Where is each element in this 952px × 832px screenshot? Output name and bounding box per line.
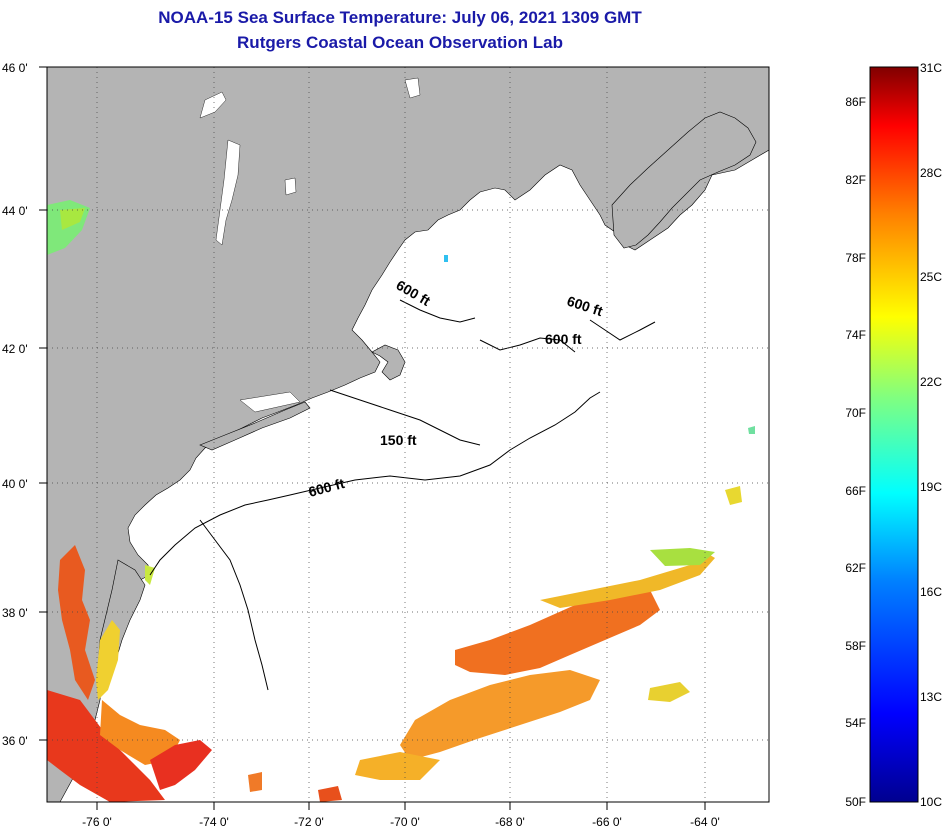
land-long-island — [199, 401, 311, 451]
svg-text:70F: 70F — [845, 406, 866, 420]
svg-text:66F: 66F — [845, 484, 866, 498]
lon-label-64: -64 0' — [690, 815, 720, 829]
colorbar-f-labels: 86F 82F 78F 74F 70F 66F 62F 58F 54F 50F — [845, 95, 866, 809]
lat-ticks — [39, 66, 706, 810]
lat-label-40: 40 0' — [2, 477, 28, 491]
bathymetry-contours — [149, 299, 656, 691]
lon-label-68: -68 0' — [495, 815, 525, 829]
colorbar — [869, 66, 919, 803]
inland-lakes — [199, 77, 421, 413]
lon-label-76: -76 0' — [82, 815, 112, 829]
svg-text:19C: 19C — [920, 480, 942, 494]
lon-label-70: -70 0' — [390, 815, 420, 829]
sst-data — [47, 200, 755, 802]
svg-text:50F: 50F — [845, 795, 866, 809]
lat-label-44: 44 0' — [2, 204, 28, 218]
svg-text:62F: 62F — [845, 561, 866, 575]
map-title: NOAA-15 Sea Surface Temperature: July 06… — [158, 8, 642, 27]
svg-text:78F: 78F — [845, 251, 866, 265]
svg-text:86F: 86F — [845, 95, 866, 109]
land-cape-cod — [371, 344, 406, 381]
lat-label-36: 36 0' — [2, 734, 28, 748]
svg-text:25C: 25C — [920, 270, 942, 284]
lon-label-66: -66 0' — [592, 815, 622, 829]
lat-label-42: 42 0' — [2, 342, 28, 356]
svg-text:10C: 10C — [920, 795, 942, 809]
map-subtitle: Rutgers Coastal Ocean Observation Lab — [237, 33, 563, 52]
svg-text:16C: 16C — [920, 585, 942, 599]
svg-text:54F: 54F — [845, 716, 866, 730]
svg-text:22C: 22C — [920, 375, 942, 389]
lat-label-46: 46 0' — [2, 61, 28, 75]
colorbar-c-labels: 31C 28C 25C 22C 19C 16C 13C 10C — [920, 61, 942, 809]
svg-text:28C: 28C — [920, 166, 942, 180]
land-nova-scotia — [611, 111, 757, 249]
svg-text:82F: 82F — [845, 173, 866, 187]
contour-label-600ft-c: 600 ft — [545, 331, 582, 347]
svg-text:13C: 13C — [920, 690, 942, 704]
svg-text:31C: 31C — [920, 61, 942, 75]
svg-text:74F: 74F — [845, 328, 866, 342]
lon-label-74: -74 0' — [199, 815, 229, 829]
svg-text:58F: 58F — [845, 639, 866, 653]
lat-label-38: 38 0' — [2, 606, 28, 620]
lat-lon-grid — [47, 67, 769, 802]
map-frame — [46, 66, 770, 803]
lon-label-72: -72 0' — [294, 815, 324, 829]
contour-label-150ft: 150 ft — [380, 432, 417, 448]
